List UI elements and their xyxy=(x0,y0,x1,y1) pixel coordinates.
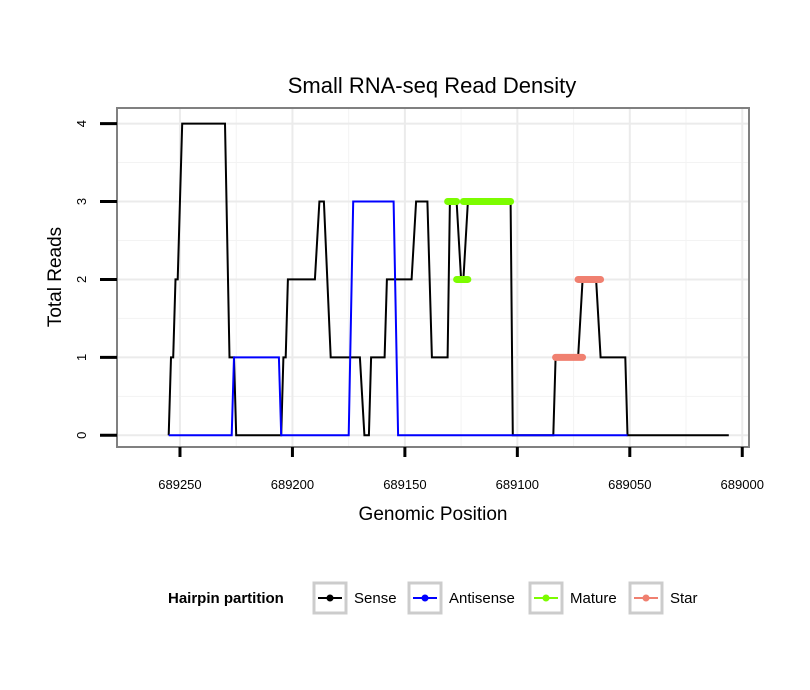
x-tick-label: 689200 xyxy=(271,477,314,492)
legend-label-sense: Sense xyxy=(354,590,397,607)
legend-label-antisense: Antisense xyxy=(449,590,515,607)
legend-label-star: Star xyxy=(670,590,698,607)
chart-title: Small RNA-seq Read Density xyxy=(288,73,577,98)
legend-key-dot xyxy=(326,594,334,602)
legend: Hairpin partition Sense Antisense Mature Sta… xyxy=(168,581,698,615)
y-tick-label: 0 xyxy=(74,432,89,439)
legend-key-dot xyxy=(421,594,429,602)
legend-key-dot xyxy=(542,594,550,602)
y-axis-title: Total Reads xyxy=(45,227,66,327)
x-axis-title: Genomic Position xyxy=(359,504,508,525)
y-axis: 0 1 2 3 4 xyxy=(74,120,117,439)
plot-border xyxy=(116,107,750,448)
legend-label-mature: Mature xyxy=(570,590,617,607)
y-tick-label: 3 xyxy=(74,198,89,205)
series-layer xyxy=(167,122,729,437)
x-tick-label: 689000 xyxy=(721,477,764,492)
x-tick-label: 689100 xyxy=(496,477,539,492)
x-tick-label: 689050 xyxy=(608,477,651,492)
x-tick-label: 689250 xyxy=(158,477,201,492)
legend-key-dot xyxy=(642,594,650,602)
y-tick-label: 2 xyxy=(74,276,89,283)
legend-title: Hairpin partition xyxy=(168,590,284,607)
y-tick-label: 1 xyxy=(74,354,89,361)
y-tick-label: 4 xyxy=(74,120,89,127)
grid xyxy=(117,108,749,447)
series-line-antisense xyxy=(168,200,628,437)
x-axis: 689250 689200 689150 689100 689050 689000 xyxy=(158,447,764,492)
x-tick-label: 689150 xyxy=(383,477,426,492)
